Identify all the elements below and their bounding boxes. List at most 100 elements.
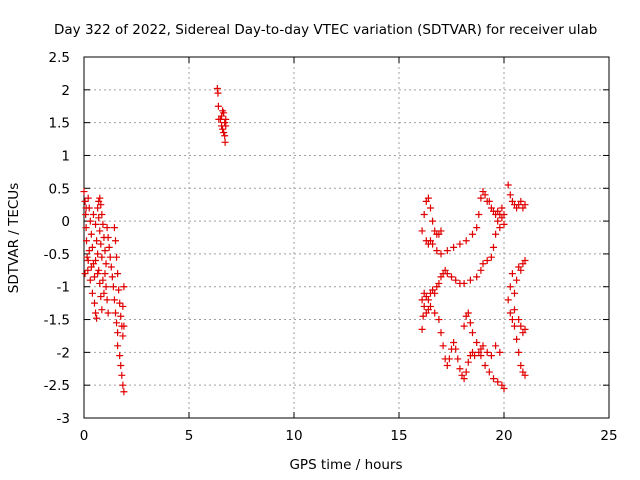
data-point <box>445 355 453 363</box>
data-point <box>492 230 500 238</box>
data-point <box>214 102 222 110</box>
data-point <box>443 361 451 369</box>
data-point <box>98 253 106 261</box>
data-point <box>92 309 100 317</box>
data-point <box>113 319 121 327</box>
data-point <box>82 224 90 232</box>
data-point <box>222 115 230 123</box>
data-point <box>418 296 426 304</box>
data-point <box>500 384 508 392</box>
data-point <box>89 211 97 219</box>
y-tick-label: -3 <box>57 411 70 427</box>
data-point <box>487 352 495 360</box>
data-point <box>508 316 516 324</box>
x-tick-labels: 0 5 10 15 20 25 <box>80 428 618 444</box>
data-point <box>85 247 93 255</box>
data-point <box>119 381 127 389</box>
x-tick-label: 15 <box>390 428 407 444</box>
data-point <box>517 266 525 274</box>
data-point <box>81 197 89 205</box>
data-point <box>95 214 103 222</box>
data-point <box>439 342 447 350</box>
data-point <box>460 375 468 383</box>
data-point <box>437 329 445 337</box>
data-point <box>114 329 122 337</box>
data-point <box>492 342 500 350</box>
data-point <box>429 240 437 248</box>
data-point <box>87 263 95 271</box>
data-point <box>120 322 128 330</box>
data-point <box>506 283 514 291</box>
data-point <box>466 319 474 327</box>
data-point <box>92 256 100 264</box>
data-point <box>517 197 525 205</box>
data-point <box>220 128 228 136</box>
data-point <box>435 279 443 287</box>
data-point <box>96 279 104 287</box>
data-point <box>117 361 125 369</box>
data-point <box>460 279 468 287</box>
data-point <box>418 227 426 235</box>
data-point <box>96 194 104 202</box>
data-point <box>107 263 115 271</box>
data-point <box>114 270 122 278</box>
data-point <box>101 247 109 255</box>
data-point <box>437 227 445 235</box>
data-point <box>521 201 529 209</box>
data-point <box>517 361 525 369</box>
y-tick-label: -2.5 <box>44 378 70 394</box>
data-point <box>81 270 89 278</box>
data-point <box>98 306 106 314</box>
data-point <box>97 201 105 209</box>
data-point <box>429 217 437 225</box>
x-tick-label: 10 <box>285 428 302 444</box>
data-point <box>119 332 127 340</box>
data-point <box>450 339 458 347</box>
data-point <box>431 289 439 297</box>
data-point <box>475 211 483 219</box>
data-point <box>433 247 441 255</box>
data-point <box>515 316 523 324</box>
data-point <box>462 368 470 376</box>
data-point <box>80 188 88 196</box>
data-point <box>481 361 489 369</box>
data-point <box>100 289 108 297</box>
data-point <box>83 237 91 245</box>
data-point <box>490 243 497 251</box>
data-point <box>104 309 112 317</box>
data-point <box>521 256 529 264</box>
data-point <box>452 345 460 353</box>
data-point <box>91 273 98 281</box>
data-point <box>115 286 123 294</box>
data-point <box>496 348 504 356</box>
data-point <box>448 273 455 281</box>
data-point <box>473 273 481 281</box>
data-point <box>471 352 479 360</box>
data-point <box>104 234 112 241</box>
data-point <box>477 352 485 360</box>
data-point <box>490 375 497 383</box>
chart-title: Day 322 of 2022, Sidereal Day-to-day VTE… <box>54 22 597 38</box>
data-point <box>456 240 464 248</box>
data-point <box>506 309 514 317</box>
data-point <box>496 224 504 232</box>
data-point <box>454 355 462 363</box>
x-tick-label: 5 <box>185 428 194 444</box>
data-point <box>84 256 92 264</box>
data-point <box>113 253 121 261</box>
data-point <box>103 224 111 232</box>
data-point <box>513 335 521 343</box>
data-point <box>466 276 474 284</box>
data-point <box>95 266 103 274</box>
y-tick-label: 2.5 <box>49 50 70 66</box>
data-point <box>462 237 470 245</box>
data-point <box>120 388 128 396</box>
data-point <box>214 89 222 97</box>
data-point <box>108 273 116 281</box>
data-point <box>504 181 512 189</box>
data-point <box>220 109 228 117</box>
data-point <box>521 325 529 333</box>
data-point <box>221 132 229 140</box>
data-point <box>424 194 432 202</box>
data-point <box>221 119 229 127</box>
